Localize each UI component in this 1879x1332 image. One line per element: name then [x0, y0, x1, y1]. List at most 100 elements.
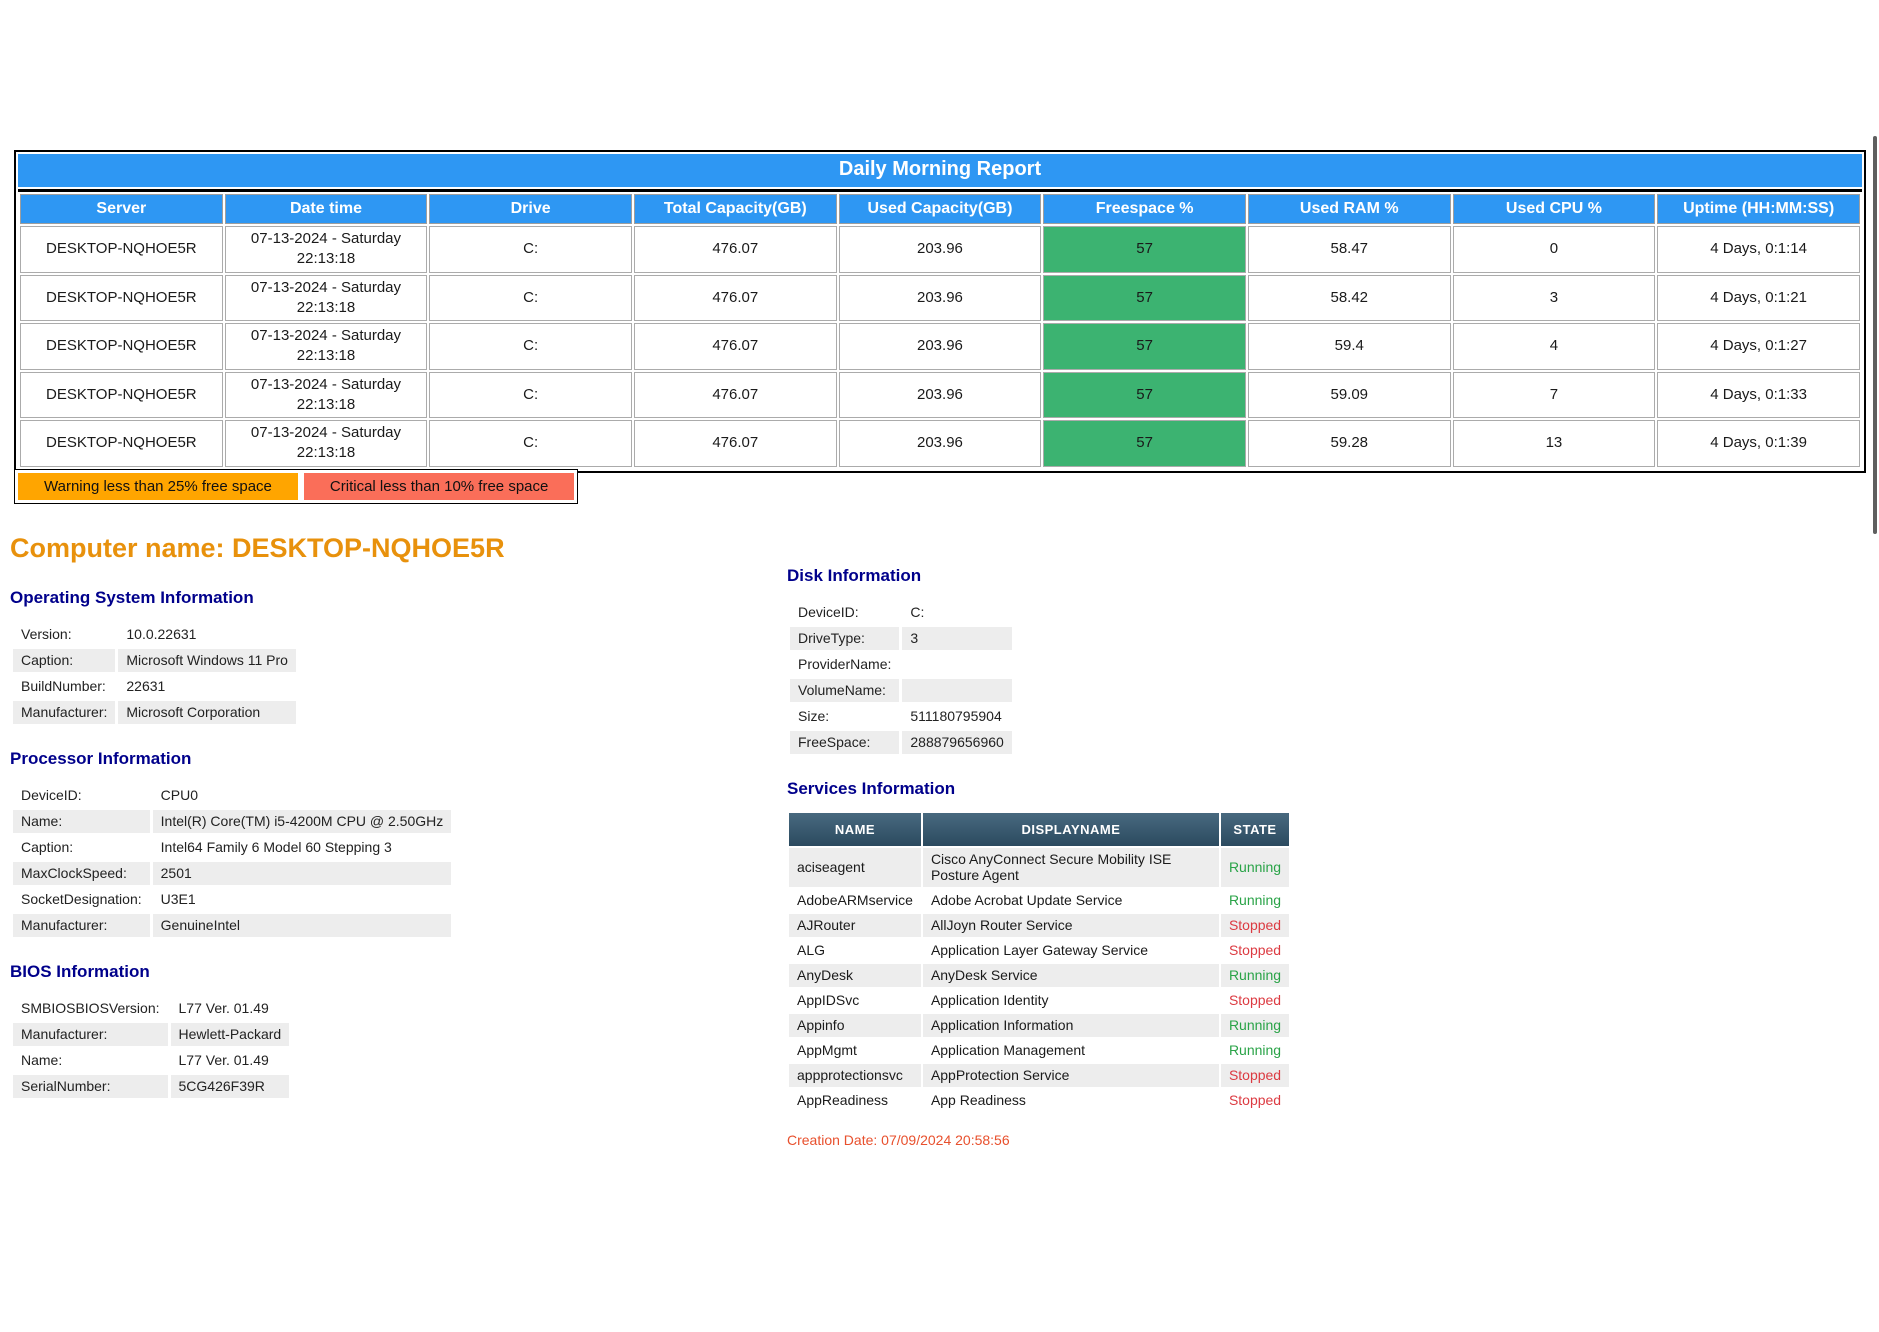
- info-value: Intel64 Family 6 Model 60 Stepping 3: [160, 839, 392, 855]
- cell-freespace: 57: [1043, 371, 1246, 418]
- info-value: C:: [910, 604, 925, 620]
- info-value: CPU0: [160, 787, 198, 803]
- info-row: SMBIOSBIOSVersion: L77 Ver. 01.49: [13, 997, 289, 1020]
- info-label: Manufacturer:: [13, 1023, 168, 1046]
- computer-name-heading: Computer name: DESKTOP-NQHOE5R: [10, 533, 505, 563]
- service-displayname: AppProtection Service: [922, 1064, 1219, 1087]
- info-label: SerialNumber:: [13, 1075, 168, 1098]
- services-table: NAME DISPLAYNAME STATE aciseagent Cisco …: [787, 811, 1291, 1114]
- processor-information-section: Processor Information DeviceID: CPU0 Nam…: [10, 749, 780, 940]
- info-label: Name:: [13, 810, 150, 833]
- cell-datetime: 07-13-2024 - Saturday 22:13:18: [224, 226, 428, 273]
- service-state: Stopped: [1228, 992, 1282, 1008]
- service-state: Stopped: [1220, 914, 1290, 937]
- cell-total: 476.07: [633, 323, 837, 370]
- cell-cpu: 0: [1452, 226, 1656, 273]
- cell-cpu: 13: [1452, 420, 1656, 467]
- info-label: Manufacturer:: [13, 701, 116, 724]
- cell-used: 203.96: [838, 274, 1042, 321]
- table-row: DESKTOP-NQHOE5R 07-13-2024 - Saturday 22…: [20, 226, 1860, 273]
- cell-ram: 58.47: [1247, 226, 1451, 273]
- bios-information-section: BIOS Information SMBIOSBIOSVersion: L77 …: [10, 962, 780, 1101]
- service-row: AJRouter AllJoyn Router Service Stopped: [789, 914, 1290, 937]
- scrollbar-thumb[interactable]: [1873, 136, 1877, 534]
- cell-total: 476.07: [633, 274, 837, 321]
- service-displayname: Adobe Acrobat Update Service: [930, 892, 1123, 908]
- critical-legend-badge: Critical less than 10% free space: [303, 473, 575, 500]
- col-header-used-cpu: Used CPU %: [1452, 194, 1656, 224]
- cell-used: 203.96: [838, 226, 1042, 273]
- info-value: 511180795904: [910, 708, 1002, 724]
- info-label: Version:: [21, 626, 72, 642]
- service-row: AppIDSvc Application Identity Stopped: [789, 989, 1289, 1012]
- cell-ram: 58.42: [1247, 274, 1451, 321]
- info-label: SMBIOSBIOSVersion:: [21, 1000, 160, 1016]
- info-label: DeviceID:: [21, 787, 82, 803]
- cell-uptime: 4 Days, 0:1:39: [1657, 420, 1860, 467]
- service-displayname: AllJoyn Router Service: [922, 914, 1219, 937]
- services-col-state: STATE: [1220, 813, 1290, 846]
- info-label: BuildNumber:: [21, 678, 106, 694]
- cell-server: DESKTOP-NQHOE5R: [20, 420, 223, 467]
- service-state: Stopped: [1220, 1064, 1290, 1087]
- info-row: SerialNumber: 5CG426F39R: [13, 1075, 290, 1098]
- processor-section-title: Processor Information: [10, 749, 192, 768]
- os-section-title: Operating System Information: [10, 588, 254, 607]
- cell-server: DESKTOP-NQHOE5R: [20, 371, 223, 418]
- info-value: GenuineIntel: [152, 914, 452, 937]
- cell-drive: C:: [429, 323, 632, 370]
- freespace-legend: Warning less than 25% free space Critica…: [14, 469, 579, 504]
- cell-drive: C:: [429, 371, 632, 418]
- server-status-table: Server Date time Drive Total Capacity(GB…: [18, 192, 1862, 469]
- info-label: Manufacturer:: [13, 914, 150, 937]
- cell-ram: 59.28: [1247, 420, 1451, 467]
- info-label: ProviderName:: [798, 656, 892, 672]
- cell-server: DESKTOP-NQHOE5R: [20, 274, 223, 321]
- service-row: AppMgmt Application Management Running: [789, 1039, 1289, 1062]
- info-value: 288879656960: [902, 731, 1012, 754]
- info-row: DeviceID: C:: [790, 601, 1012, 624]
- cell-drive: C:: [429, 420, 632, 467]
- info-value: [902, 679, 1012, 702]
- service-name: AnyDesk: [789, 964, 921, 987]
- info-row: Caption: Microsoft Windows 11 Pro: [13, 649, 296, 672]
- cell-total: 476.07: [633, 420, 837, 467]
- service-name: AppReadiness: [797, 1092, 889, 1108]
- cell-used: 203.96: [838, 323, 1042, 370]
- report-title: Daily Morning Report: [18, 154, 1862, 187]
- processor-info-table: DeviceID: CPU0 Name: Intel(R) Core(TM) i…: [10, 781, 454, 940]
- info-row: BuildNumber: 22631: [13, 675, 296, 698]
- service-name: AdobeARMservice: [797, 892, 913, 908]
- cell-cpu: 3: [1452, 274, 1656, 321]
- service-name: AppMgmt: [797, 1042, 857, 1058]
- scrollbar-track: [1871, 130, 1879, 550]
- cell-used: 203.96: [838, 371, 1042, 418]
- service-displayname: Application Layer Gateway Service: [930, 942, 1149, 958]
- cell-total: 476.07: [633, 226, 837, 273]
- info-label: SocketDesignation:: [21, 891, 142, 907]
- col-header-freespace: Freespace %: [1043, 194, 1246, 224]
- table-header-row: Server Date time Drive Total Capacity(GB…: [20, 194, 1860, 224]
- cell-uptime: 4 Days, 0:1:21: [1657, 274, 1860, 321]
- col-header-used-ram: Used RAM %: [1247, 194, 1451, 224]
- service-displayname: Application Identity: [930, 992, 1049, 1008]
- info-value: Hewlett-Packard: [170, 1023, 290, 1046]
- service-displayname: Application Information: [922, 1014, 1219, 1037]
- info-label: Size:: [798, 708, 830, 724]
- service-row: appprotectionsvc AppProtection Service S…: [789, 1064, 1290, 1087]
- service-row: AdobeARMservice Adobe Acrobat Update Ser…: [789, 889, 1289, 912]
- cell-cpu: 4: [1452, 323, 1656, 370]
- left-column: Computer name: DESKTOP-NQHOE5R Operating…: [10, 533, 780, 1123]
- cell-cpu: 7: [1452, 371, 1656, 418]
- cell-datetime: 07-13-2024 - Saturday 22:13:18: [224, 371, 428, 418]
- services-col-displayname: DISPLAYNAME: [922, 813, 1219, 846]
- info-label: Caption:: [13, 649, 116, 672]
- info-row: Manufacturer: Hewlett-Packard: [13, 1023, 290, 1046]
- info-row: Caption: Intel64 Family 6 Model 60 Stepp…: [13, 836, 451, 859]
- service-displayname: Cisco AnyConnect Secure Mobility ISE Pos…: [922, 848, 1219, 887]
- info-value: 2501: [152, 862, 452, 885]
- info-value: Intel(R) Core(TM) i5-4200M CPU @ 2.50GHz: [152, 810, 452, 833]
- disk-section-title: Disk Information: [787, 566, 922, 585]
- col-header-drive: Drive: [429, 194, 632, 224]
- table-row: DESKTOP-NQHOE5R 07-13-2024 - Saturday 22…: [20, 323, 1860, 370]
